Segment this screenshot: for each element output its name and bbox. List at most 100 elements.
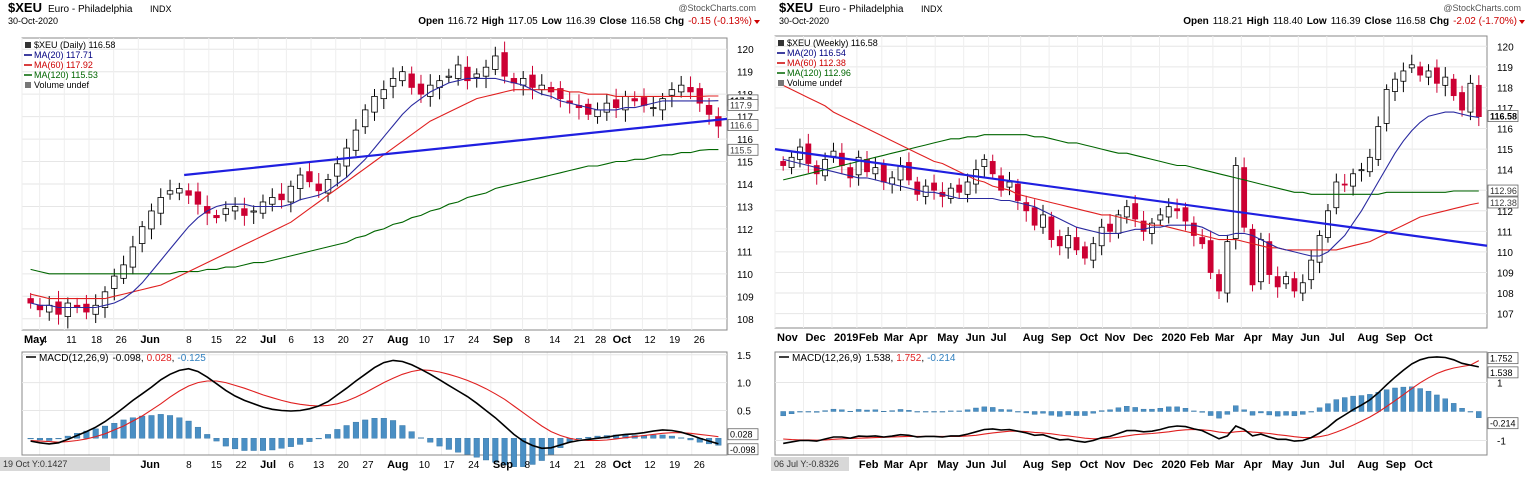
candle-body	[1283, 276, 1289, 285]
ohlc-close: 116.58	[1396, 16, 1426, 27]
candle-body	[1417, 66, 1424, 76]
x-tick-label: Dec	[805, 332, 825, 344]
macd-histogram-bar	[1417, 388, 1423, 412]
macd-histogram-bar	[139, 415, 146, 439]
chart-date: 30-Oct-2020	[779, 16, 829, 26]
macd-histogram-bar	[1073, 411, 1080, 416]
candle-body	[1190, 222, 1197, 236]
candle-body	[1207, 240, 1214, 273]
candle-body	[1241, 167, 1248, 228]
macd-histogram-bar	[1224, 411, 1231, 415]
macd-histogram-bar	[889, 410, 895, 412]
candle-body	[1266, 241, 1273, 275]
candle-body	[705, 104, 713, 115]
macd-histogram-bar	[830, 408, 837, 412]
macd-histogram-bar	[120, 419, 127, 439]
x-tick-label-bottom: Aug	[1357, 459, 1378, 471]
candle-body	[1065, 235, 1072, 249]
legend-entry: MA(60) 112.38	[787, 58, 846, 68]
candle-body	[855, 156, 862, 176]
macd-histogram-bar	[1199, 411, 1205, 413]
macd-histogram-bar	[650, 434, 657, 439]
candle-body	[1157, 214, 1164, 221]
candle-body	[659, 98, 666, 111]
macd-tag	[1487, 352, 1519, 365]
x-tick-label: Aug	[1357, 332, 1378, 344]
macd-histogram-bar	[1048, 411, 1055, 416]
candle-body	[482, 66, 490, 77]
candle-body	[538, 84, 545, 91]
candle-body	[813, 165, 820, 175]
candle-body	[1056, 236, 1063, 247]
x-tick-label: Nov	[777, 332, 799, 344]
macd-histogram-bar	[1149, 408, 1155, 412]
macd-histogram-bar	[473, 438, 480, 458]
macd-histogram-bar	[167, 415, 174, 439]
macd-legend: MACD(12,26,9) -0.098, 0.028, -0.125	[39, 353, 206, 364]
ohlc-open: 118.21	[1213, 16, 1243, 27]
macd-legend: MACD(12,26,9) 1.538, 1.752, -0.214	[792, 353, 956, 364]
macd-signal-value: 0.028	[147, 353, 172, 364]
macd-histogram-bar	[548, 438, 555, 455]
candle-body	[947, 187, 954, 199]
macd-histogram-bar	[914, 411, 920, 413]
x-tick-label: Jul	[1329, 332, 1345, 344]
x-tick-label: 15	[211, 335, 223, 346]
candle-body	[715, 116, 722, 127]
watermark: @StockCharts.com	[678, 3, 756, 13]
y-tick-label: 115	[1497, 145, 1513, 156]
macd-histogram-bar	[538, 438, 545, 461]
candle-body	[231, 206, 239, 212]
candle-body	[897, 165, 904, 181]
candle-body	[650, 107, 657, 110]
macd-histogram-bar	[390, 420, 397, 439]
x-tick-label: Mar	[1215, 332, 1235, 344]
candle-body	[847, 167, 854, 179]
macd-histogram-bar	[1031, 411, 1038, 415]
macd-histogram-bar	[1174, 406, 1180, 412]
macd-histogram-bar	[1325, 403, 1331, 412]
macd-histogram-bar	[287, 438, 294, 447]
ma120-line	[30, 149, 719, 275]
candle-body	[1132, 203, 1139, 220]
ma60-line	[782, 84, 1479, 251]
candle-body	[296, 174, 304, 189]
price-tag	[727, 119, 759, 131]
macd-legend-label: MACD(12,26,9)	[39, 353, 108, 364]
candle-body	[1031, 207, 1038, 226]
candle-body	[788, 156, 795, 169]
macd-value: -0.098	[112, 353, 141, 364]
trendline	[184, 117, 728, 177]
macd-histogram-bar	[27, 438, 34, 440]
macd-histogram-bar	[1459, 408, 1465, 412]
x-tick-label-bottom: Sep	[1386, 459, 1406, 471]
y-tick-label: 118	[1497, 83, 1513, 94]
candle-body	[241, 208, 248, 216]
x-tick-label: May	[24, 334, 46, 346]
macd-histogram-bar	[1316, 407, 1323, 412]
x-tick-label: 4	[42, 335, 48, 346]
macd-histogram-bar	[1450, 403, 1457, 412]
x-tick-label-bottom: Jun	[1300, 459, 1320, 471]
candle-body	[1450, 78, 1457, 97]
x-tick-label-bottom: 6	[288, 460, 294, 471]
macd-histogram-bar	[306, 438, 313, 442]
x-tick-label-bottom: Feb	[1190, 459, 1210, 471]
macd-tag-label: 1.752	[1490, 354, 1513, 364]
macd-histogram-bar	[129, 417, 136, 439]
candle-body	[185, 190, 192, 196]
candle-body	[1073, 237, 1080, 251]
candle-body	[454, 64, 462, 79]
macd-histogram-bar	[922, 411, 929, 413]
macd-histogram-bar	[1476, 411, 1482, 418]
y-tick-label: 108	[737, 315, 754, 326]
macd-sep: ,	[891, 353, 894, 364]
price-tag-label: 112.38	[1490, 198, 1517, 208]
x-tick-label: 11	[66, 335, 77, 346]
candle-body	[1459, 92, 1465, 111]
candle-body	[111, 275, 118, 289]
x-tick-label-bottom: Jun	[966, 459, 986, 471]
y-tick-label: 117	[737, 113, 753, 124]
candle-body	[1375, 126, 1382, 160]
candle-body	[1475, 84, 1482, 118]
